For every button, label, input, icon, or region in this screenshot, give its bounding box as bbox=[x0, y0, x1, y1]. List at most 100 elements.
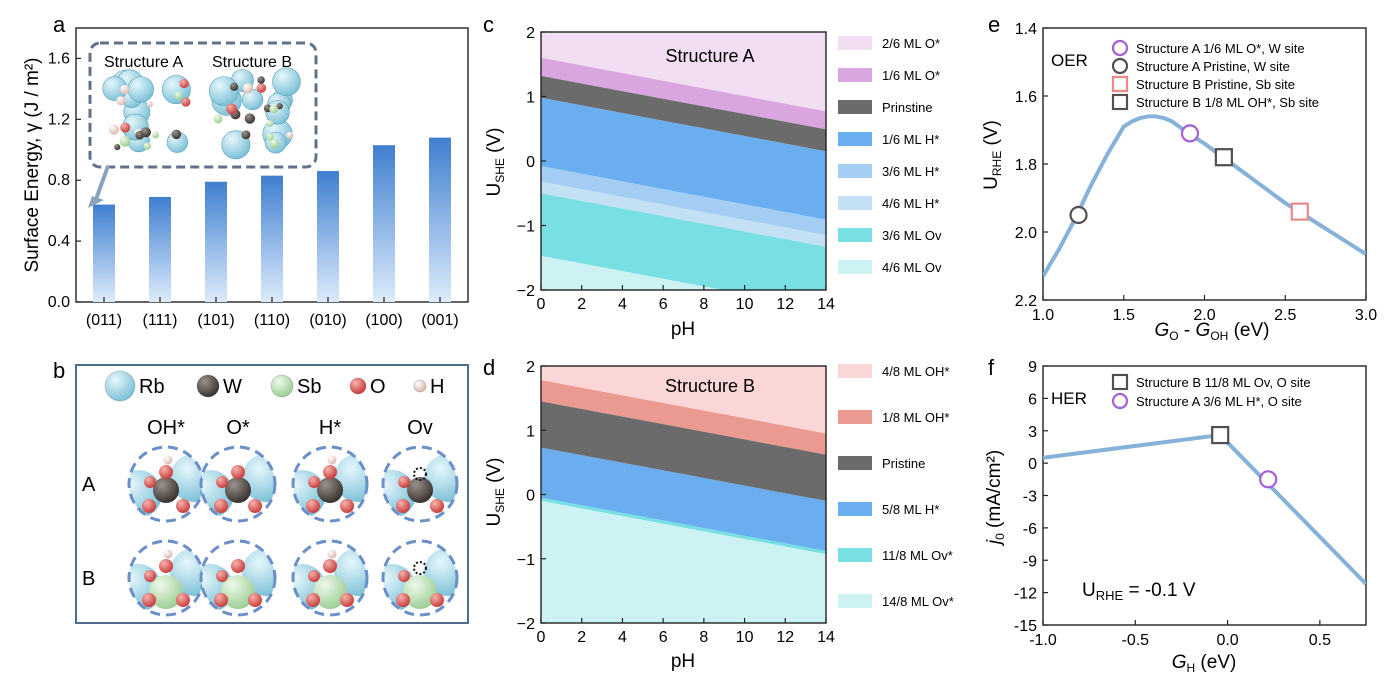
legend-swatch bbox=[838, 410, 872, 424]
panel-e-xlabel: GO - GOH (eV) bbox=[1155, 320, 1270, 343]
site-dashed-circle bbox=[199, 445, 277, 523]
small-atom bbox=[146, 101, 153, 108]
legend-swatch bbox=[838, 36, 872, 50]
x-tick-label: 10 bbox=[736, 296, 754, 313]
band-4-6-ml-ov bbox=[541, 255, 723, 290]
small-atom bbox=[226, 103, 237, 115]
site-b-2 bbox=[291, 539, 369, 617]
o-atom bbox=[216, 476, 228, 488]
o-atom bbox=[144, 570, 156, 582]
bar-(111) bbox=[149, 196, 171, 302]
sb-atom bbox=[221, 575, 255, 609]
band-3-6-ml-h- bbox=[541, 166, 826, 236]
data-marker-0 bbox=[1211, 425, 1230, 445]
sb-atom bbox=[403, 575, 437, 609]
site-dashed-circle bbox=[291, 445, 369, 523]
y-tick-label: 1.6 bbox=[48, 50, 70, 67]
legend-label: Structure A 3/6 ML H*, O site bbox=[1136, 394, 1302, 409]
small-atom bbox=[119, 135, 131, 147]
legend-marker bbox=[1111, 39, 1129, 57]
w-atom bbox=[407, 477, 433, 503]
volcano-curve bbox=[1043, 433, 1366, 586]
inset-structure-b-crystal bbox=[208, 67, 301, 160]
inset-label-structure-a: Structure A bbox=[104, 54, 183, 71]
o-atom bbox=[176, 593, 190, 607]
x-tick-label: 0.0 bbox=[1216, 632, 1238, 649]
y-tick-label: 0 bbox=[526, 488, 535, 505]
y-tick-label: 1 bbox=[526, 90, 535, 107]
x-tick-label: 0 bbox=[537, 629, 546, 646]
band-4-8-ml-oh- bbox=[541, 366, 826, 434]
o-atom bbox=[144, 476, 156, 488]
x-tick-label: 0 bbox=[537, 296, 546, 313]
svg-text:USHE (V): USHE (V) bbox=[484, 127, 507, 196]
o-atom bbox=[214, 499, 228, 513]
rb-atom bbox=[334, 454, 367, 502]
legend-label: 14/8 ML Ov* bbox=[882, 594, 954, 609]
y-tick-label: -6 bbox=[1023, 521, 1037, 538]
panel-a-axes: (011) (111) (101) (110) (010) (100) (001) 0.0 0.… bbox=[48, 50, 459, 329]
bar-(011) bbox=[93, 204, 115, 302]
svg-text:GH (eV): GH (eV) bbox=[1172, 652, 1237, 675]
panel-letter-b: b bbox=[53, 358, 65, 383]
legend-swatch bbox=[838, 68, 872, 82]
small-atom bbox=[257, 76, 265, 84]
small-atom bbox=[266, 133, 274, 141]
o-atom bbox=[323, 559, 337, 573]
y-tick-label: -15 bbox=[1014, 618, 1037, 635]
legend-label: 3/6 ML Ov bbox=[882, 228, 942, 243]
site-dashed-circle bbox=[381, 539, 459, 617]
x-tick-label: (010) bbox=[309, 312, 346, 329]
legend-label: Structure B 1/8 ML OH*, Sb site bbox=[1136, 95, 1319, 110]
x-tick-label: 3.0 bbox=[1355, 307, 1377, 324]
small-atom bbox=[241, 130, 251, 140]
o-atom bbox=[306, 499, 320, 513]
x-tick-label: 6 bbox=[659, 296, 668, 313]
site-b-3 bbox=[381, 539, 459, 617]
panel-d-ylabel: USHE (V) bbox=[484, 457, 507, 526]
x-tick-label: 2 bbox=[577, 296, 586, 313]
band-prinstine bbox=[541, 75, 826, 152]
legend-marker bbox=[1111, 373, 1129, 391]
y-tick-label: 1.8 bbox=[1015, 157, 1037, 174]
panel-f-annotation: HER bbox=[1051, 389, 1087, 408]
y-tick-label: 0.4 bbox=[48, 233, 70, 250]
panel-c-legend: 2/6 ML O* 1/6 ML O* Prinstine 1/6 ML H* 3/6 … bbox=[838, 36, 942, 275]
data-marker-3 bbox=[1214, 148, 1233, 167]
panel-letter-f: f bbox=[988, 355, 995, 380]
o-atom bbox=[231, 559, 245, 573]
legend-swatch bbox=[838, 164, 872, 178]
small-atom bbox=[181, 97, 191, 107]
legend-marker bbox=[1111, 93, 1129, 111]
y-tick-label: -3 bbox=[1023, 489, 1037, 506]
column-header: Ov bbox=[407, 417, 433, 439]
site-a-3 bbox=[381, 445, 459, 523]
panel-c-xlabel: pH bbox=[671, 319, 695, 340]
y-tick-label: 2.0 bbox=[1015, 225, 1037, 242]
band-14-8-ml-ov- bbox=[541, 500, 826, 623]
small-atom bbox=[242, 83, 254, 94]
small-atom bbox=[269, 138, 280, 149]
legend-label-sb: Sb bbox=[297, 376, 321, 398]
band-1-6-ml-h- bbox=[541, 97, 826, 220]
legend-swatch bbox=[838, 196, 872, 210]
small-atom bbox=[108, 124, 119, 135]
y-tick-label: 2.2 bbox=[1015, 293, 1037, 310]
legend-label: Prinstine bbox=[882, 100, 933, 115]
band-4-6-ml-h- bbox=[541, 181, 826, 247]
o-atom bbox=[398, 570, 410, 582]
bar-(110) bbox=[261, 175, 283, 302]
o-atom bbox=[430, 499, 444, 513]
o-atom bbox=[340, 499, 354, 513]
h-atom bbox=[327, 549, 337, 559]
sb-atom bbox=[313, 575, 347, 609]
small-atom bbox=[286, 131, 294, 139]
data-marker-0 bbox=[1180, 124, 1200, 143]
legend-label: 4/8 ML OH* bbox=[882, 364, 949, 379]
column-header: O* bbox=[226, 417, 250, 439]
legend-label: Structure A 1/6 ML O*, W site bbox=[1136, 41, 1305, 56]
legend-label-h: H bbox=[430, 376, 444, 398]
